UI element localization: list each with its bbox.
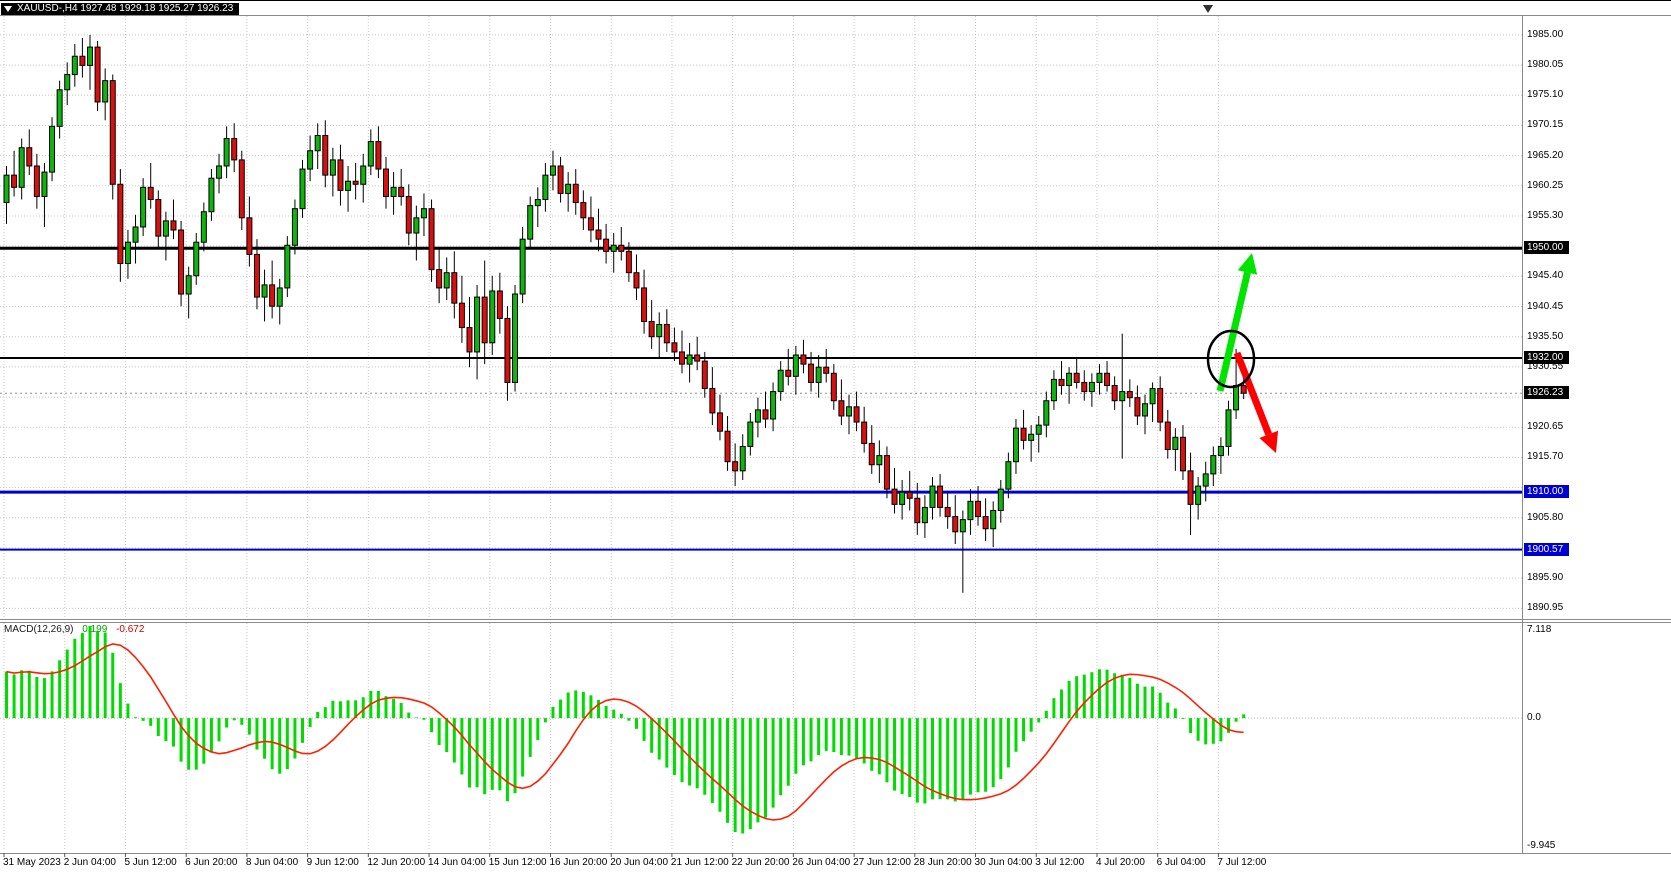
frame-layer	[0, 5, 1671, 857]
chart-shift-marker-icon	[1203, 5, 1213, 13]
price-axis-tick: 1935.50	[1527, 330, 1564, 342]
price-axis-tick: 1985.00	[1527, 28, 1564, 40]
window-dropdown-icon[interactable]	[4, 6, 12, 12]
macd-axis-min: -9.945	[1527, 840, 1556, 851]
time-axis-label: 2 Jun 04:00	[63, 857, 116, 868]
macd-axis-max: 7.118	[1527, 624, 1552, 635]
price-line-label: 1932.00	[1524, 351, 1569, 365]
time-axis-label: 6 Jul 04:00	[1156, 857, 1206, 868]
time-axis-label: 21 Jun 12:00	[670, 857, 729, 868]
macd-layer	[0, 625, 1522, 834]
macd-axis-zero: 0.0	[1527, 712, 1541, 723]
price-axis-tick: 1920.65	[1527, 421, 1564, 433]
current-price-label: 1926.23	[1524, 386, 1569, 400]
price-axis-tick: 1890.95	[1527, 602, 1564, 614]
macd-signal-value: -0.672	[116, 624, 145, 635]
macd-name: MACD(12,26,9)	[4, 624, 74, 635]
price-axis-tick: 1955.30	[1527, 209, 1564, 221]
candles-layer	[3, 34, 1247, 593]
time-axis-label: 6 Jun 20:00	[185, 857, 238, 868]
grid-layer	[0, 16, 1522, 851]
time-axis-label: 9 Jun 12:00	[306, 857, 359, 868]
price-axis-tick: 1895.90	[1527, 572, 1564, 584]
macd-indicator-label: MACD(12,26,9) 0.199 -0.672	[4, 624, 144, 635]
price-axis-tick: 1975.10	[1527, 89, 1564, 101]
price-axis-tick: 1915.70	[1527, 451, 1564, 463]
annotations-layer	[1206, 253, 1279, 453]
time-axis-label: 8 Jun 04:00	[245, 857, 299, 868]
time-axis-label: 27 Jun 12:00	[853, 857, 911, 868]
bearish-arrow-annotation[interactable]	[1233, 351, 1279, 453]
symbol-ohlc-text: XAUUSD-,H4 1927.48 1929.18 1925.27 1926.…	[17, 3, 234, 14]
price-axis-tick: 1930.55	[1527, 360, 1564, 372]
time-axis-label: 22 Jun 20:00	[731, 857, 790, 868]
macd-main-value: 0.199	[82, 624, 108, 635]
price-axis-tick: 1905.80	[1527, 511, 1564, 523]
time-axis-label: 30 Jun 04:00	[974, 857, 1033, 868]
time-axis-label: 31 May 2023	[3, 857, 61, 868]
time-axis-label: 12 Jun 20:00	[367, 857, 426, 868]
time-axis-label: 15 Jun 12:00	[488, 857, 547, 868]
horizontal-lines-layer[interactable]	[0, 246, 1522, 551]
time-axis-label: 28 Jun 20:00	[913, 857, 972, 868]
price-line-label: 1950.00	[1524, 241, 1569, 255]
price-line-label: 1910.00	[1524, 485, 1569, 499]
symbol-info-bar[interactable]: XAUUSD-,H4 1927.48 1929.18 1925.27 1926.…	[1, 3, 240, 15]
price-axis-tick: 1980.05	[1527, 59, 1564, 71]
price-axis-tick: 1940.45	[1527, 300, 1564, 312]
time-axis-label: 26 Jun 04:00	[792, 857, 851, 868]
time-axis-label: 16 Jun 20:00	[549, 857, 608, 868]
time-axis-label: 20 Jun 04:00	[610, 857, 669, 868]
price-axis-tick: 1945.40	[1527, 270, 1564, 282]
price-axis-tick: 1960.25	[1527, 179, 1564, 191]
time-axis-label: 3 Jul 12:00	[1035, 857, 1085, 868]
price-line-label: 1900.57	[1524, 542, 1569, 556]
time-axis-label: 7 Jul 12:00	[1217, 857, 1267, 868]
price-axis-tick: 1970.15	[1527, 119, 1564, 131]
time-axis-label: 14 Jun 04:00	[428, 857, 486, 868]
time-axis-label: 5 Jun 12:00	[124, 857, 177, 868]
price-axis-tick: 1965.20	[1527, 149, 1564, 161]
time-axis-label: 4 Jul 20:00	[1095, 857, 1145, 868]
highlight-circle-annotation[interactable]	[1206, 329, 1256, 389]
